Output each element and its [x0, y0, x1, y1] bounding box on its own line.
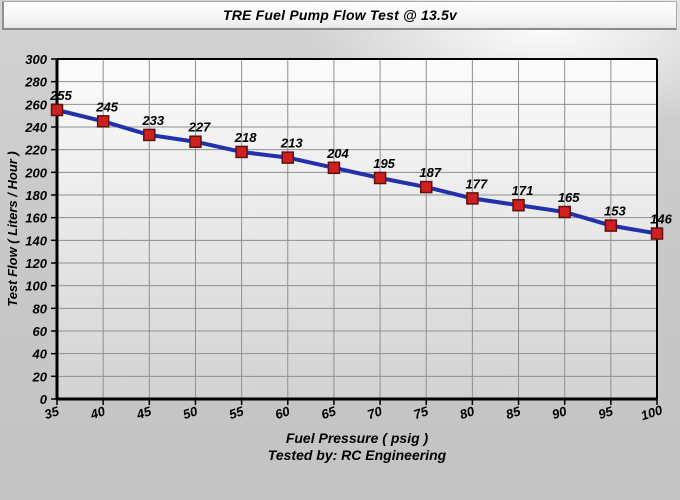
y-tick-label: 100 — [25, 279, 47, 294]
data-point-marker — [373, 171, 387, 185]
tested-by-note: Tested by: RC Engineering — [267, 447, 447, 463]
y-tick-label: 140 — [25, 233, 47, 248]
data-point-marker — [96, 115, 110, 128]
y-tick-label: 260 — [24, 97, 47, 112]
y-tick-label: 200 — [24, 165, 47, 180]
data-point-label: 165 — [558, 190, 580, 205]
y-tick-label: 180 — [25, 188, 47, 203]
x-tick-label: 85 — [504, 403, 523, 422]
y-tick-label: 160 — [25, 211, 47, 226]
x-tick-label: 55 — [227, 403, 246, 422]
x-tick-label: 50 — [181, 403, 200, 422]
data-point-label: 171 — [512, 183, 534, 198]
data-point-label: 255 — [49, 88, 72, 103]
y-tick-label: 80 — [33, 301, 48, 316]
data-point-label: 213 — [280, 136, 303, 151]
data-point-label: 195 — [373, 156, 395, 171]
y-tick-label: 40 — [32, 347, 48, 362]
x-tick-label: 70 — [365, 403, 384, 422]
data-point-marker — [235, 145, 248, 159]
y-tick-label: 220 — [24, 143, 47, 158]
data-point-marker — [419, 180, 433, 194]
y-tick-label: 300 — [25, 52, 47, 67]
chart-title: TRE Fuel Pump Flow Test @ 13.5v — [222, 7, 458, 23]
data-point-label: 218 — [234, 130, 257, 145]
data-point-marker — [281, 151, 295, 164]
data-point-marker — [604, 219, 618, 232]
y-tick-label: 240 — [24, 120, 47, 135]
data-point-label: 227 — [188, 120, 211, 135]
data-point-label: 177 — [466, 176, 488, 191]
x-tick-label: 45 — [134, 403, 154, 422]
data-point-label: 204 — [326, 146, 349, 161]
y-tick-label: 60 — [33, 324, 48, 339]
y-axis-title: Test Flow ( Liters / Hour ) — [5, 151, 20, 307]
data-point-label: 245 — [95, 99, 118, 114]
data-point-marker — [558, 205, 571, 219]
x-tick-label: 80 — [458, 403, 477, 422]
x-tick-label: 65 — [319, 403, 338, 422]
y-tick-label: 20 — [32, 369, 48, 384]
data-point-label: 187 — [419, 165, 441, 180]
data-point-marker — [466, 192, 479, 205]
x-tick-label: 90 — [550, 403, 569, 422]
data-point-marker — [327, 161, 341, 175]
y-tick-label: 0 — [40, 392, 48, 407]
data-point-label: 233 — [141, 113, 164, 128]
x-tick-label: 35 — [42, 403, 61, 422]
data-point-label: 153 — [604, 204, 626, 219]
x-axis-title: Fuel Pressure ( psig ) — [285, 430, 429, 446]
data-point-marker — [650, 227, 664, 240]
x-tick-label: 95 — [596, 403, 615, 422]
x-tick-label: 60 — [273, 403, 292, 422]
flow-series-line — [55, 108, 659, 236]
data-point-marker — [143, 128, 156, 142]
x-tick-label: 40 — [88, 403, 108, 422]
x-tick-label: 100 — [639, 402, 665, 423]
data-point-marker — [50, 103, 64, 117]
data-point-marker — [189, 135, 202, 148]
data-point-label: 146 — [650, 212, 672, 227]
plot-area-background — [57, 59, 657, 399]
y-tick-label: 120 — [25, 256, 47, 271]
data-point-marker — [512, 198, 525, 212]
x-tick-label: 75 — [412, 403, 431, 422]
y-tick-label: 280 — [24, 75, 47, 90]
chart-title-bar: TRE Fuel Pump Flow Test @ 13.5v — [2, 1, 677, 30]
